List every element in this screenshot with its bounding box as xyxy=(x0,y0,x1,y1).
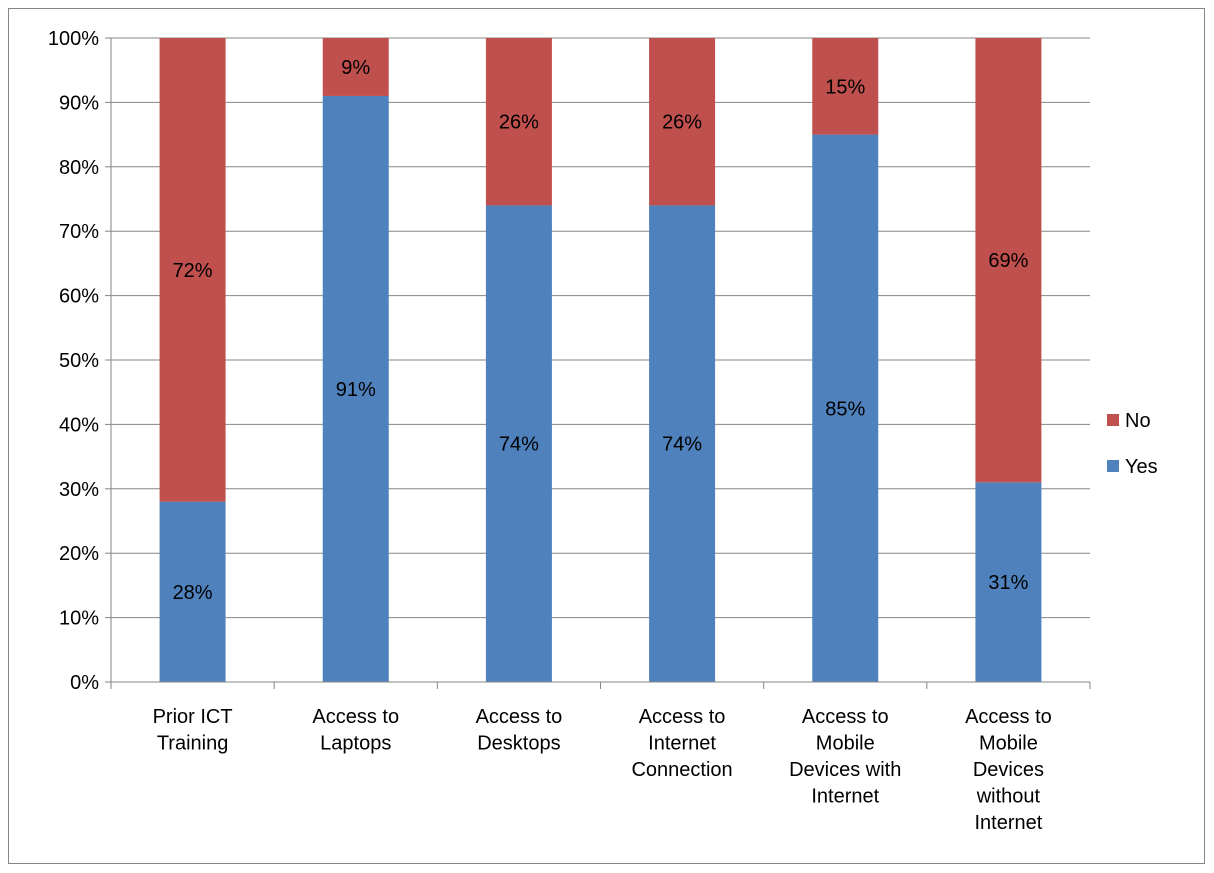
y-tick-label: 80% xyxy=(59,157,99,179)
legend-swatch-yes xyxy=(1107,460,1119,472)
legend-item-no: No xyxy=(1107,410,1151,432)
data-label-no: 15% xyxy=(825,76,865,98)
y-tick-label: 100% xyxy=(48,28,99,50)
category-labels: Prior ICT Training Access to Laptops Access … xyxy=(153,706,1052,834)
legend-item-yes: Yes xyxy=(1107,456,1158,478)
bar-yes xyxy=(485,205,552,682)
y-tick-label: 30% xyxy=(59,479,99,501)
y-tick-labels: 0% 10% 20% 30% 40% 50% 60% 70% 80% 90% 100% xyxy=(48,28,99,694)
category-label: Access to Laptops xyxy=(312,706,399,755)
y-tick-label: 90% xyxy=(59,92,99,114)
bar-no xyxy=(975,38,1042,483)
y-tick-label: 20% xyxy=(59,543,99,565)
data-label-yes: 31% xyxy=(988,572,1028,594)
category-label: Access to Mobile Devices without Internet xyxy=(965,706,1052,834)
y-tick-label: 40% xyxy=(59,414,99,436)
data-label-yes: 28% xyxy=(173,582,213,604)
legend-swatch-no xyxy=(1107,414,1119,426)
legend: No Yes xyxy=(1107,410,1158,478)
data-label-yes: 85% xyxy=(825,398,865,420)
category-label: Access to Desktops xyxy=(476,706,563,755)
y-tick-label: 70% xyxy=(59,221,99,243)
data-label-no: 26% xyxy=(662,112,702,134)
data-label-yes: 74% xyxy=(499,434,539,456)
data-label-yes: 74% xyxy=(662,434,702,456)
bar-no xyxy=(812,38,879,135)
bar-no xyxy=(159,38,226,502)
data-label-yes: 91% xyxy=(336,379,376,401)
bar-yes xyxy=(975,482,1042,682)
data-labels: 28% 72% 91% 9% 74% 26% 74% 26% 85% 15% 31% 69% xyxy=(173,57,1029,604)
legend-label-no: No xyxy=(1125,410,1151,432)
data-label-no: 26% xyxy=(499,112,539,134)
bar-yes xyxy=(649,205,716,682)
bar-no xyxy=(485,38,552,206)
bars xyxy=(159,38,1042,683)
bar-yes xyxy=(159,501,226,682)
y-tick-label: 10% xyxy=(59,608,99,630)
y-tick-label: 0% xyxy=(70,672,99,694)
category-label: Prior ICT Training xyxy=(153,706,233,755)
axes xyxy=(105,37,1091,689)
y-tick-label: 50% xyxy=(59,350,99,372)
data-label-no: 9% xyxy=(341,57,370,79)
y-tick-label: 60% xyxy=(59,286,99,308)
gridlines xyxy=(111,37,1090,619)
data-label-no: 69% xyxy=(988,250,1028,272)
bar-no xyxy=(322,38,389,96)
legend-label-yes: Yes xyxy=(1125,456,1158,478)
data-label-no: 72% xyxy=(173,260,213,282)
category-label: Access to Mobile Devices with Internet xyxy=(789,706,901,808)
category-label: Access to Internet Connection xyxy=(631,706,732,781)
bar-no xyxy=(649,38,716,206)
bar-yes xyxy=(812,134,879,683)
bar-yes xyxy=(322,95,389,682)
